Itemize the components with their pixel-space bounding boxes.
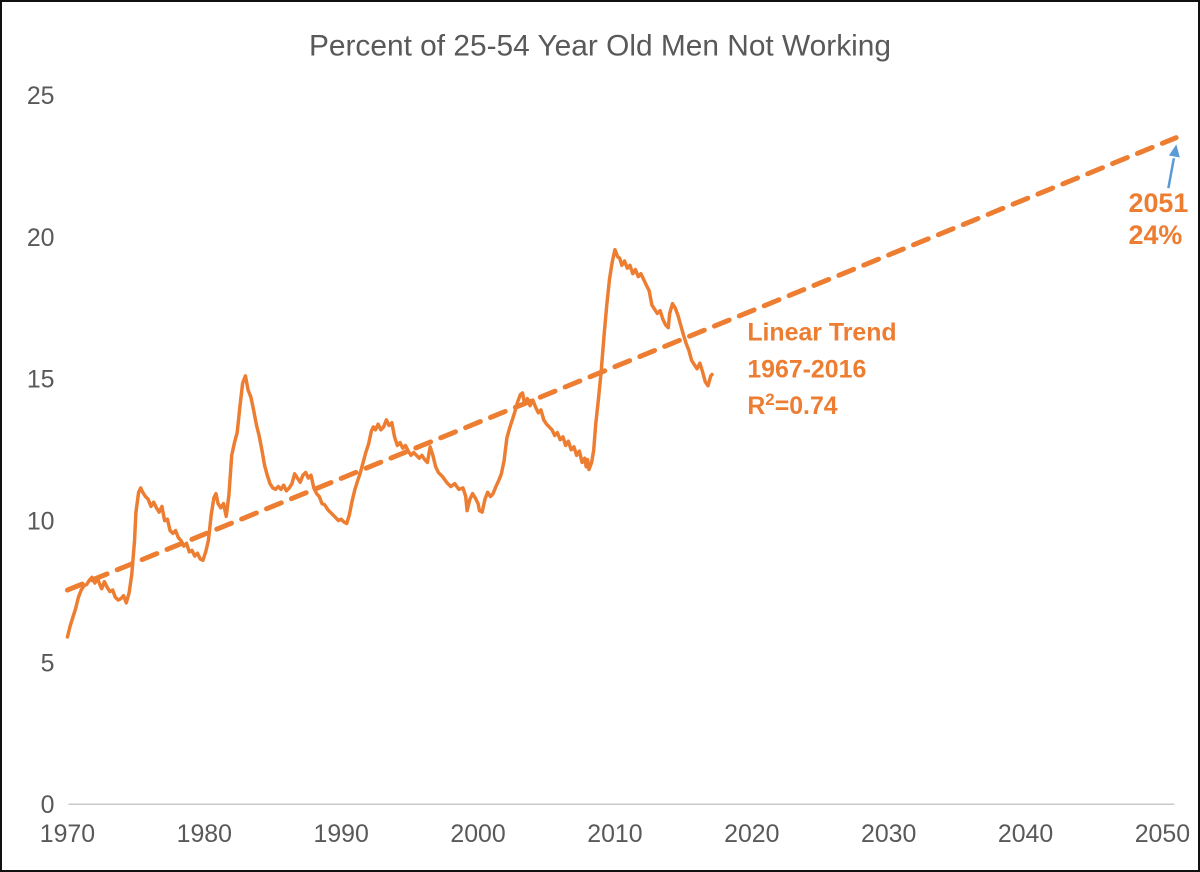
endpoint-arrow-head-icon [1168, 144, 1180, 158]
x-tick-label-2020: 2020 [724, 820, 779, 848]
x-tick-label-2000: 2000 [450, 820, 505, 848]
r2-base: R [747, 392, 765, 420]
y-tick-label-20: 20 [27, 224, 55, 252]
endpoint-value-label: 24% [1129, 220, 1183, 250]
x-tick-label-2010: 2010 [587, 820, 642, 848]
x-axis-tick-labels: 1970 1980 1990 2000 2010 2020 2030 2040 2050 [40, 820, 1190, 848]
y-tick-label-5: 5 [41, 649, 55, 677]
x-tick-label-1990: 1990 [314, 820, 369, 848]
y-axis-tick-labels: 0 5 10 15 20 25 [27, 82, 55, 819]
r2-superscript: 2 [765, 390, 774, 409]
chart-title: Percent of 25-54 Year Old Men Not Workin… [309, 30, 891, 63]
trend-annotation-title: Linear Trend [747, 318, 896, 346]
trend-line [64, 135, 1179, 593]
x-tick-label-2040: 2040 [998, 820, 1053, 848]
endpoint-year-label: 2051 [1129, 188, 1189, 218]
endpoint-annotation: 2051 24% [1129, 144, 1189, 250]
x-tick-label-2050: 2050 [1135, 820, 1190, 848]
y-tick-label-0: 0 [41, 791, 55, 819]
r2-value: =0.74 [775, 392, 838, 420]
y-tick-label-10: 10 [27, 508, 55, 536]
endpoint-arrow-shaft [1167, 158, 1176, 189]
y-tick-label-15: 15 [27, 366, 55, 394]
x-tick-label-2030: 2030 [861, 820, 916, 848]
x-tick-label-1970: 1970 [40, 820, 95, 848]
y-tick-label-25: 25 [27, 82, 55, 110]
data-series-line [65, 247, 714, 639]
trend-annotation-r2: R2=0.74 [747, 390, 837, 420]
trend-annotation: Linear Trend 1967-2016 R2=0.74 [747, 318, 896, 420]
trend-annotation-range: 1967-2016 [747, 355, 866, 383]
x-tick-label-1980: 1980 [177, 820, 232, 848]
